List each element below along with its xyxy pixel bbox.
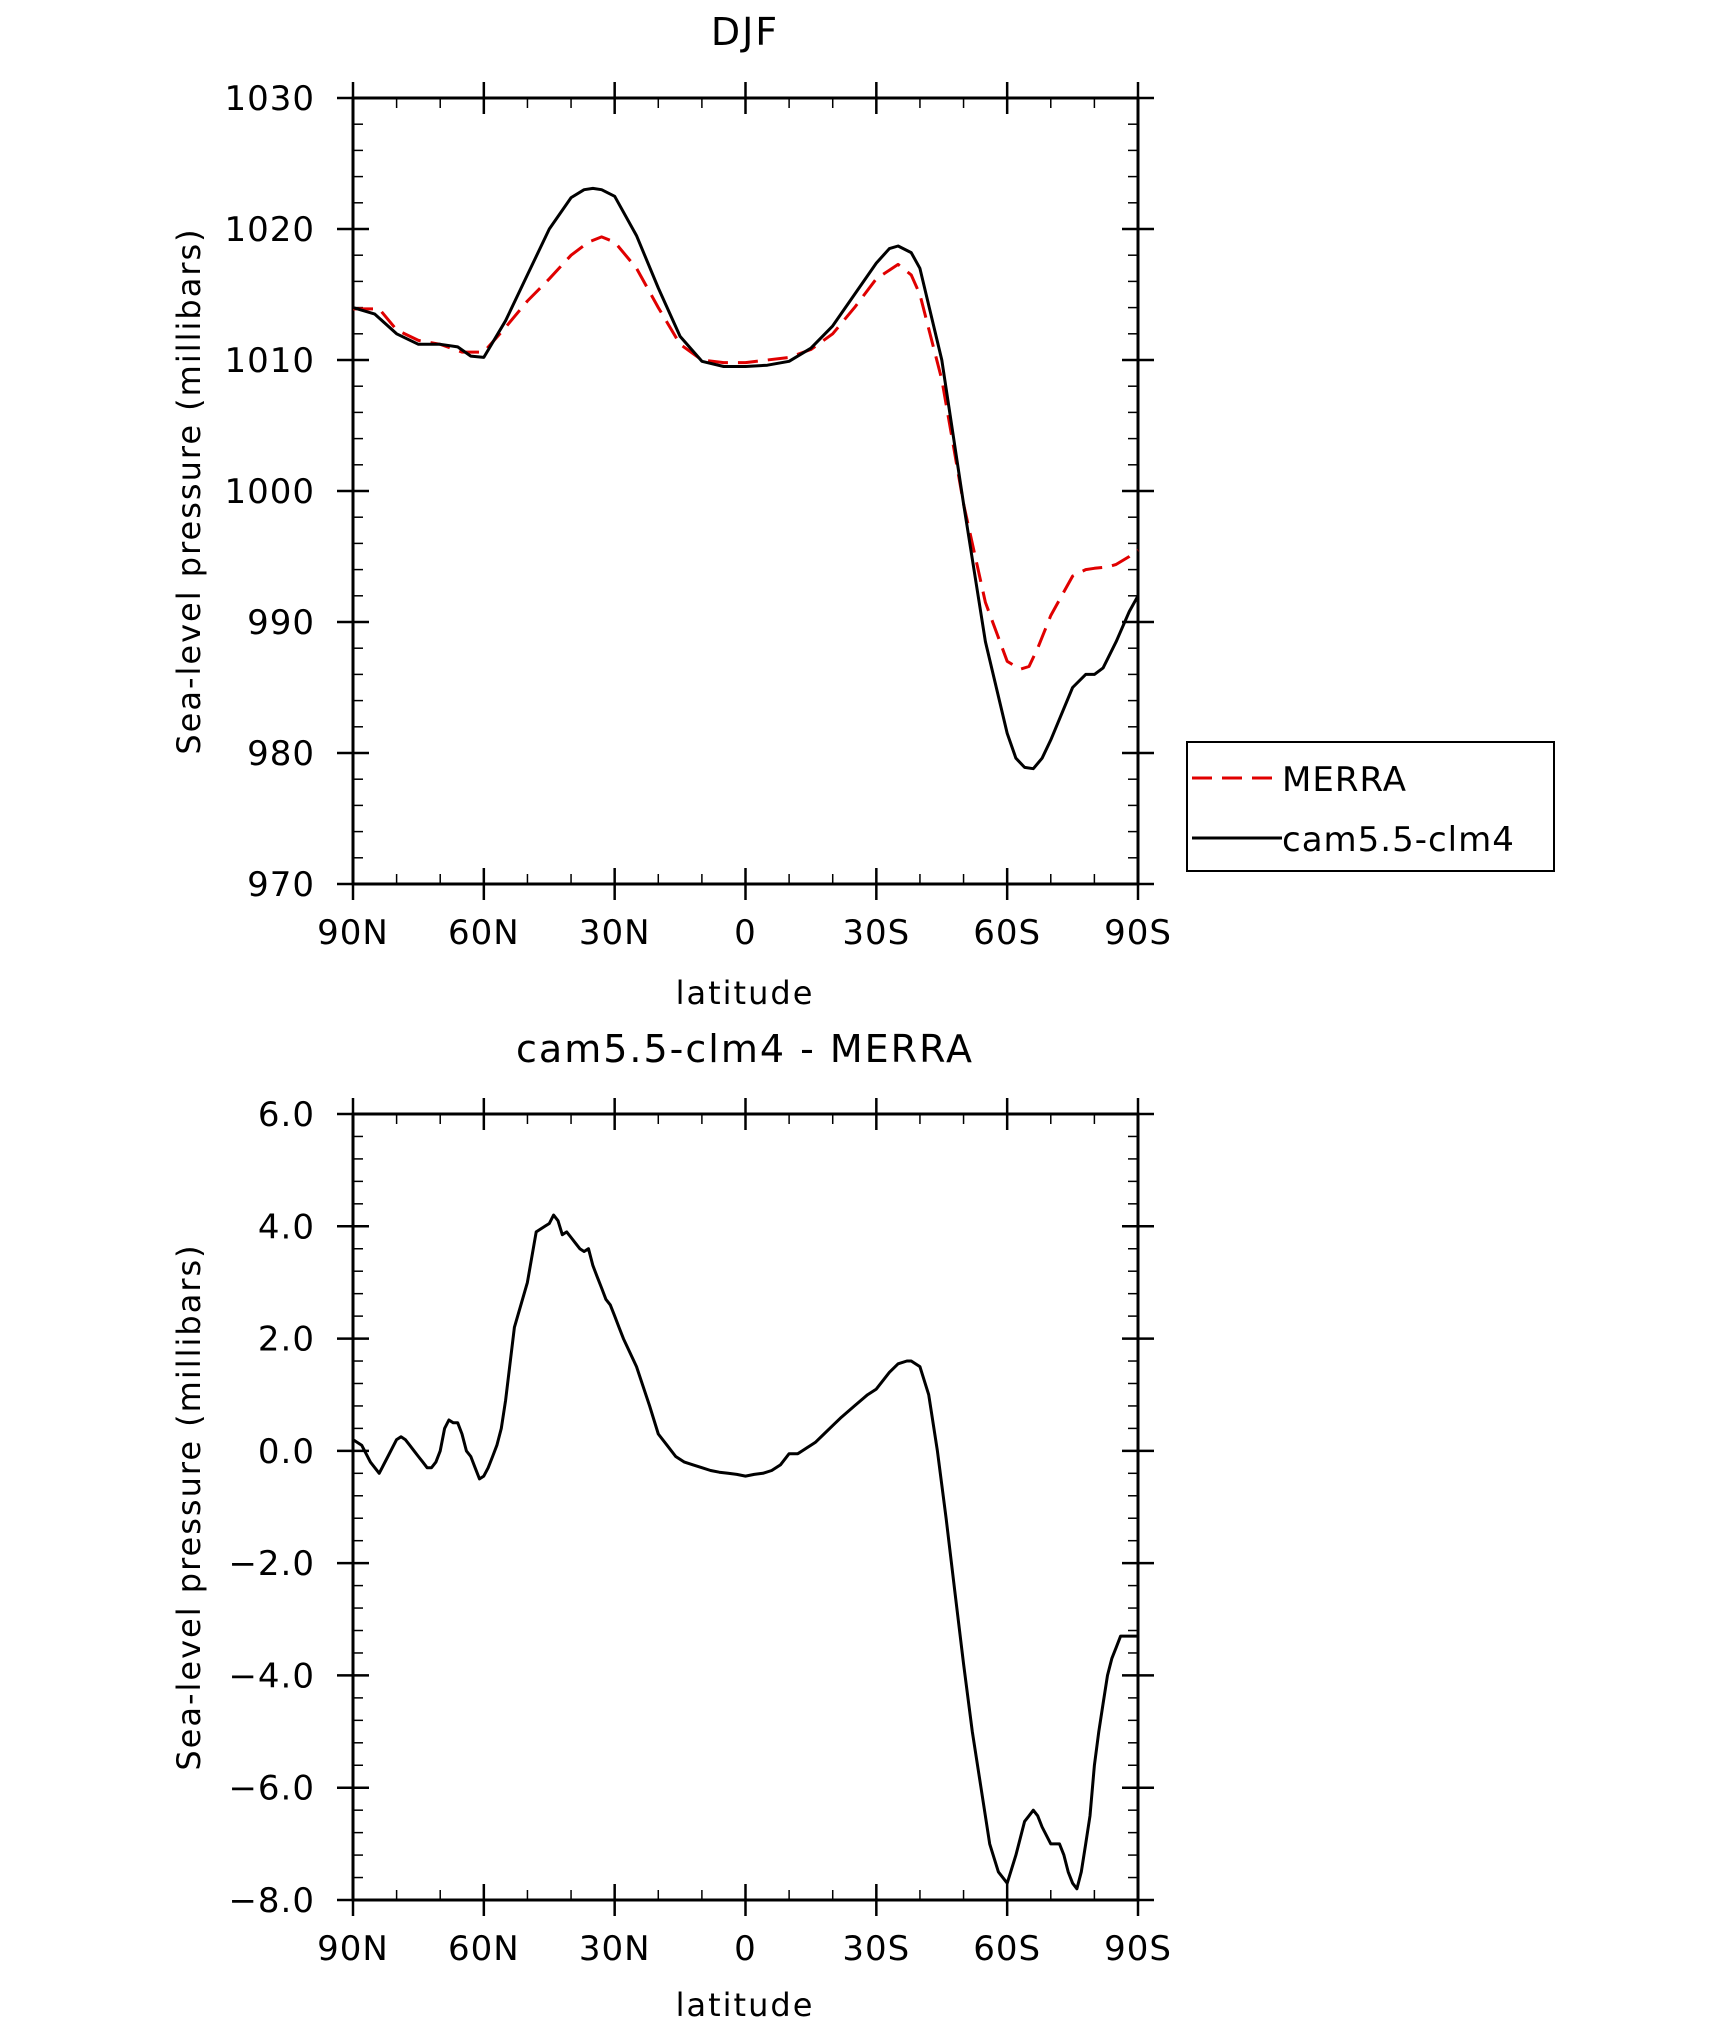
y-tick-label: 990	[247, 603, 315, 643]
y-tick-label: 1030	[224, 79, 315, 119]
legend: MERRA cam5.5-clm4	[1186, 741, 1555, 872]
axis-ticks: 970 980 990 1000 1010 1020 1030 90N 60N 30N 0 30S 60…	[224, 79, 1172, 953]
plot-frame	[351, 1112, 1140, 1902]
x-tick-label: 60N	[448, 1929, 520, 1969]
y-tick-label: 970	[247, 865, 315, 905]
x-tick-label: 60S	[973, 913, 1041, 953]
legend-label-merra: MERRA	[1282, 760, 1407, 800]
axis-ticks: −8.0 −6.0 −4.0 −2.0 0.0 2.0 4.0 6.0 90N 60N 30N 0 30…	[228, 1095, 1172, 1969]
chart-title: cam5.5-clm4 - MERRA	[516, 1027, 974, 1071]
x-tick-label: 30N	[579, 913, 651, 953]
y-tick-label: 4.0	[258, 1207, 315, 1247]
series-line-0	[352, 1213, 1138, 1891]
y-tick-label: 1000	[224, 472, 315, 512]
plot-frame	[351, 96, 1140, 886]
series-line-1	[352, 186, 1140, 771]
x-tick-label: 30S	[842, 1929, 910, 1969]
x-tick-label: 0	[734, 1929, 757, 1969]
y-tick-label: 980	[247, 734, 315, 774]
y-tick-label: 0.0	[258, 1432, 315, 1472]
x-tick-label: 30N	[579, 1929, 651, 1969]
x-tick-label: 90S	[1104, 913, 1172, 953]
series-lines	[352, 186, 1140, 771]
x-tick-label: 90S	[1104, 1929, 1172, 1969]
y-tick-label: 6.0	[258, 1095, 315, 1135]
series-line-0	[353, 235, 1139, 671]
chart-djf: DJF 970 980 990 1000 1010 1020 1030 90N 60N 30N 0 3…	[170, 10, 1555, 1012]
chart-difference: cam5.5-clm4 - MERRA −8.0 −6.0 −4.0 −2.0 0.0 2…	[170, 1027, 1172, 2021]
y-tick-label: −2.0	[228, 1544, 315, 1584]
x-tick-label: 90N	[317, 913, 389, 953]
x-tick-label: 60N	[448, 913, 520, 953]
legend-label-cam: cam5.5-clm4	[1282, 820, 1515, 860]
y-tick-label: −6.0	[228, 1769, 315, 1809]
y-tick-label: 1020	[224, 210, 315, 250]
chart-title: DJF	[711, 10, 779, 54]
x-axis-label: latitude	[676, 974, 815, 1012]
y-tick-label: −4.0	[228, 1656, 315, 1696]
x-tick-label: 0	[734, 913, 757, 953]
y-tick-label: 2.0	[258, 1320, 315, 1360]
x-tick-label: 60S	[973, 1929, 1041, 1969]
x-axis-label: latitude	[676, 1986, 815, 2021]
series-lines	[352, 1213, 1138, 1891]
x-tick-label: 90N	[317, 1929, 389, 1969]
legend-box	[1186, 741, 1555, 872]
y-tick-label: 1010	[224, 341, 315, 381]
x-tick-label: 30S	[842, 913, 910, 953]
y-tick-label: −8.0	[228, 1881, 315, 1921]
y-axis-label: Sea-level pressure (millibars)	[170, 227, 208, 754]
y-axis-label: Sea-level pressure (millibars)	[170, 1243, 208, 1770]
